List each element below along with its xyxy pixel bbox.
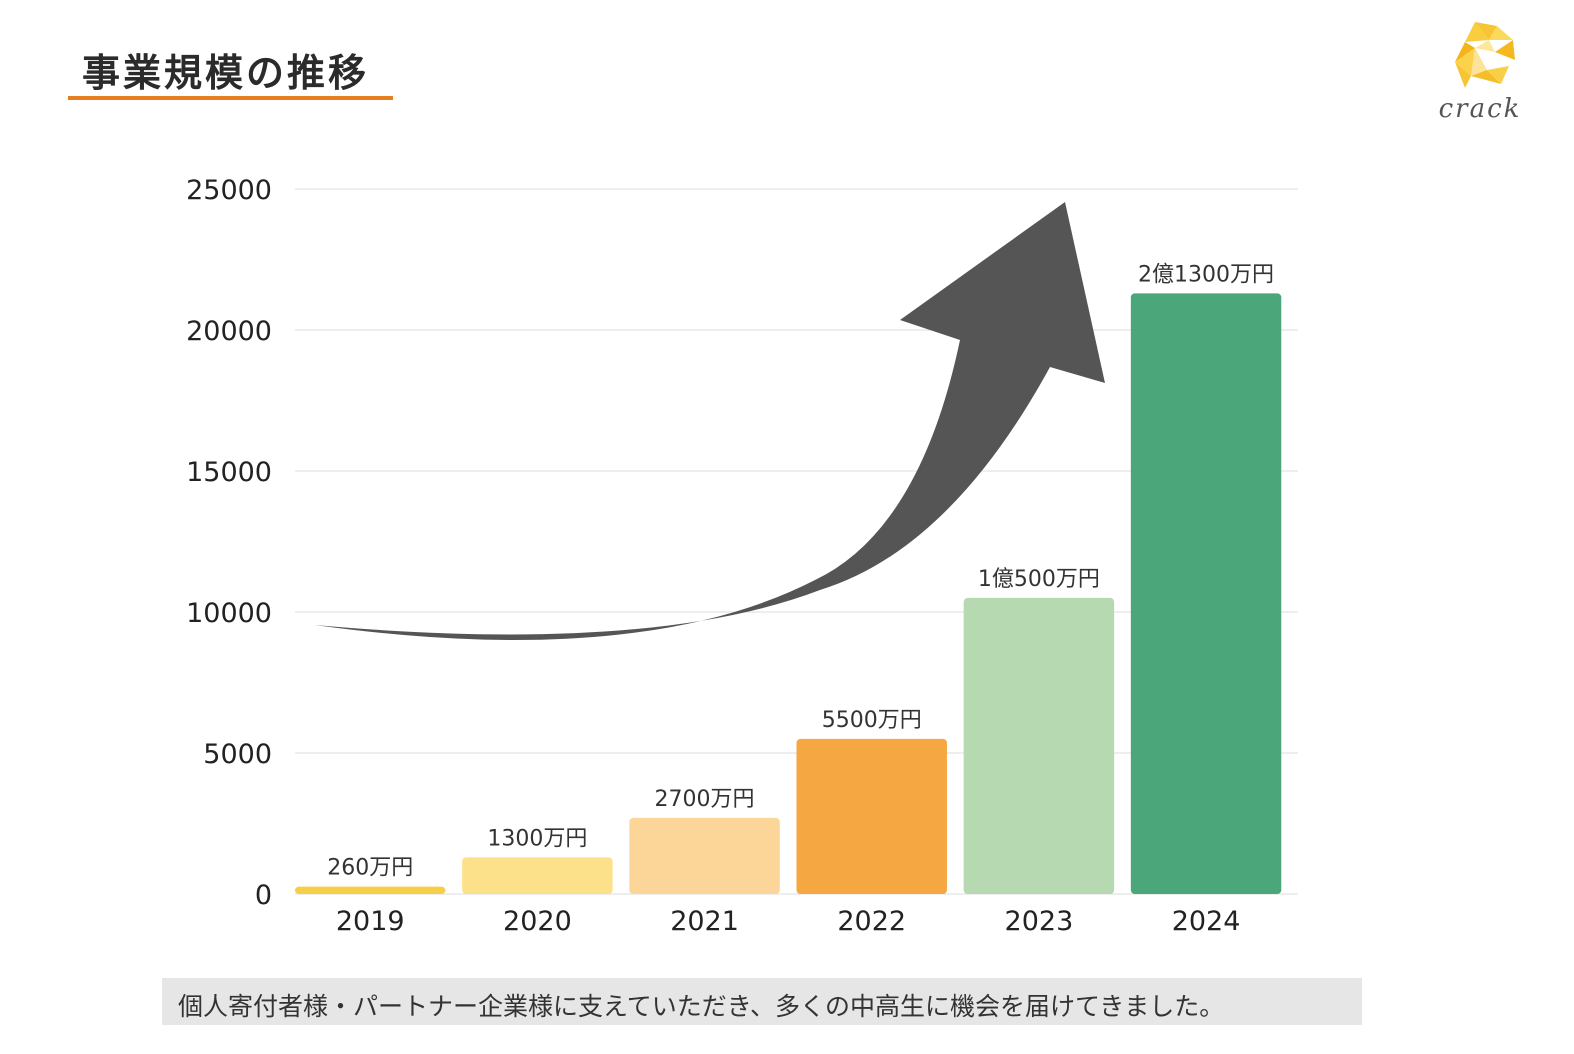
growth-arrow-icon	[315, 202, 1105, 640]
bar-2019	[295, 886, 446, 894]
x-tick-label-2020: 2020	[503, 906, 572, 937]
title-underline	[68, 96, 393, 100]
data-label-2022: 5500万円	[822, 708, 922, 733]
x-tick-label-2021: 2021	[670, 906, 739, 937]
x-tick-label-2024: 2024	[1172, 906, 1241, 937]
y-tick-label: 25000	[186, 175, 272, 206]
bar-chart: 260万円 1300万円 2700万円 5500万円 1億500万円 2億1300万円 0…	[186, 175, 1298, 937]
footer-caption: 個人寄付者様・パートナー企業様に支えていただき、多くの中高生に機会を届けてきまし…	[178, 992, 1225, 1021]
y-tick-label: 0	[255, 880, 272, 911]
x-tick-label-2022: 2022	[837, 906, 906, 937]
bar-2021	[629, 817, 780, 894]
data-labels: 260万円 1300万円 2700万円 5500万円 1億500万円 2億1300万円	[327, 262, 1274, 880]
bar-2022	[796, 738, 947, 894]
bar-2020	[462, 857, 613, 894]
y-tick-label: 10000	[186, 598, 272, 629]
y-tick-label: 20000	[186, 316, 272, 347]
crack-logo-icon	[1455, 22, 1515, 88]
crack-logo: crack	[1425, 18, 1535, 128]
bar-2023	[963, 597, 1115, 894]
data-label-2021: 2700万円	[655, 787, 755, 812]
data-label-2023: 1億500万円	[978, 567, 1100, 592]
data-label-2024: 2億1300万円	[1138, 262, 1274, 287]
footer-caption-box: 個人寄付者様・パートナー企業様に支えていただき、多くの中高生に機会を届けてきまし…	[162, 978, 1362, 1025]
x-tick-label-2023: 2023	[1005, 906, 1074, 937]
y-tick-label: 5000	[203, 739, 272, 770]
y-tick-label: 15000	[186, 457, 272, 488]
data-label-2019: 260万円	[327, 856, 413, 881]
bars	[295, 293, 1282, 895]
data-label-2020: 1300万円	[487, 826, 587, 851]
logo-text: crack	[1438, 94, 1522, 124]
x-tick-label-2019: 2019	[336, 906, 405, 937]
axis-ticks: 0 5000 10000 15000 20000 25000 2019 2020 2021 202…	[186, 175, 1240, 937]
bar-2024	[1130, 293, 1282, 895]
page-title: 事業規模の推移	[82, 51, 370, 95]
